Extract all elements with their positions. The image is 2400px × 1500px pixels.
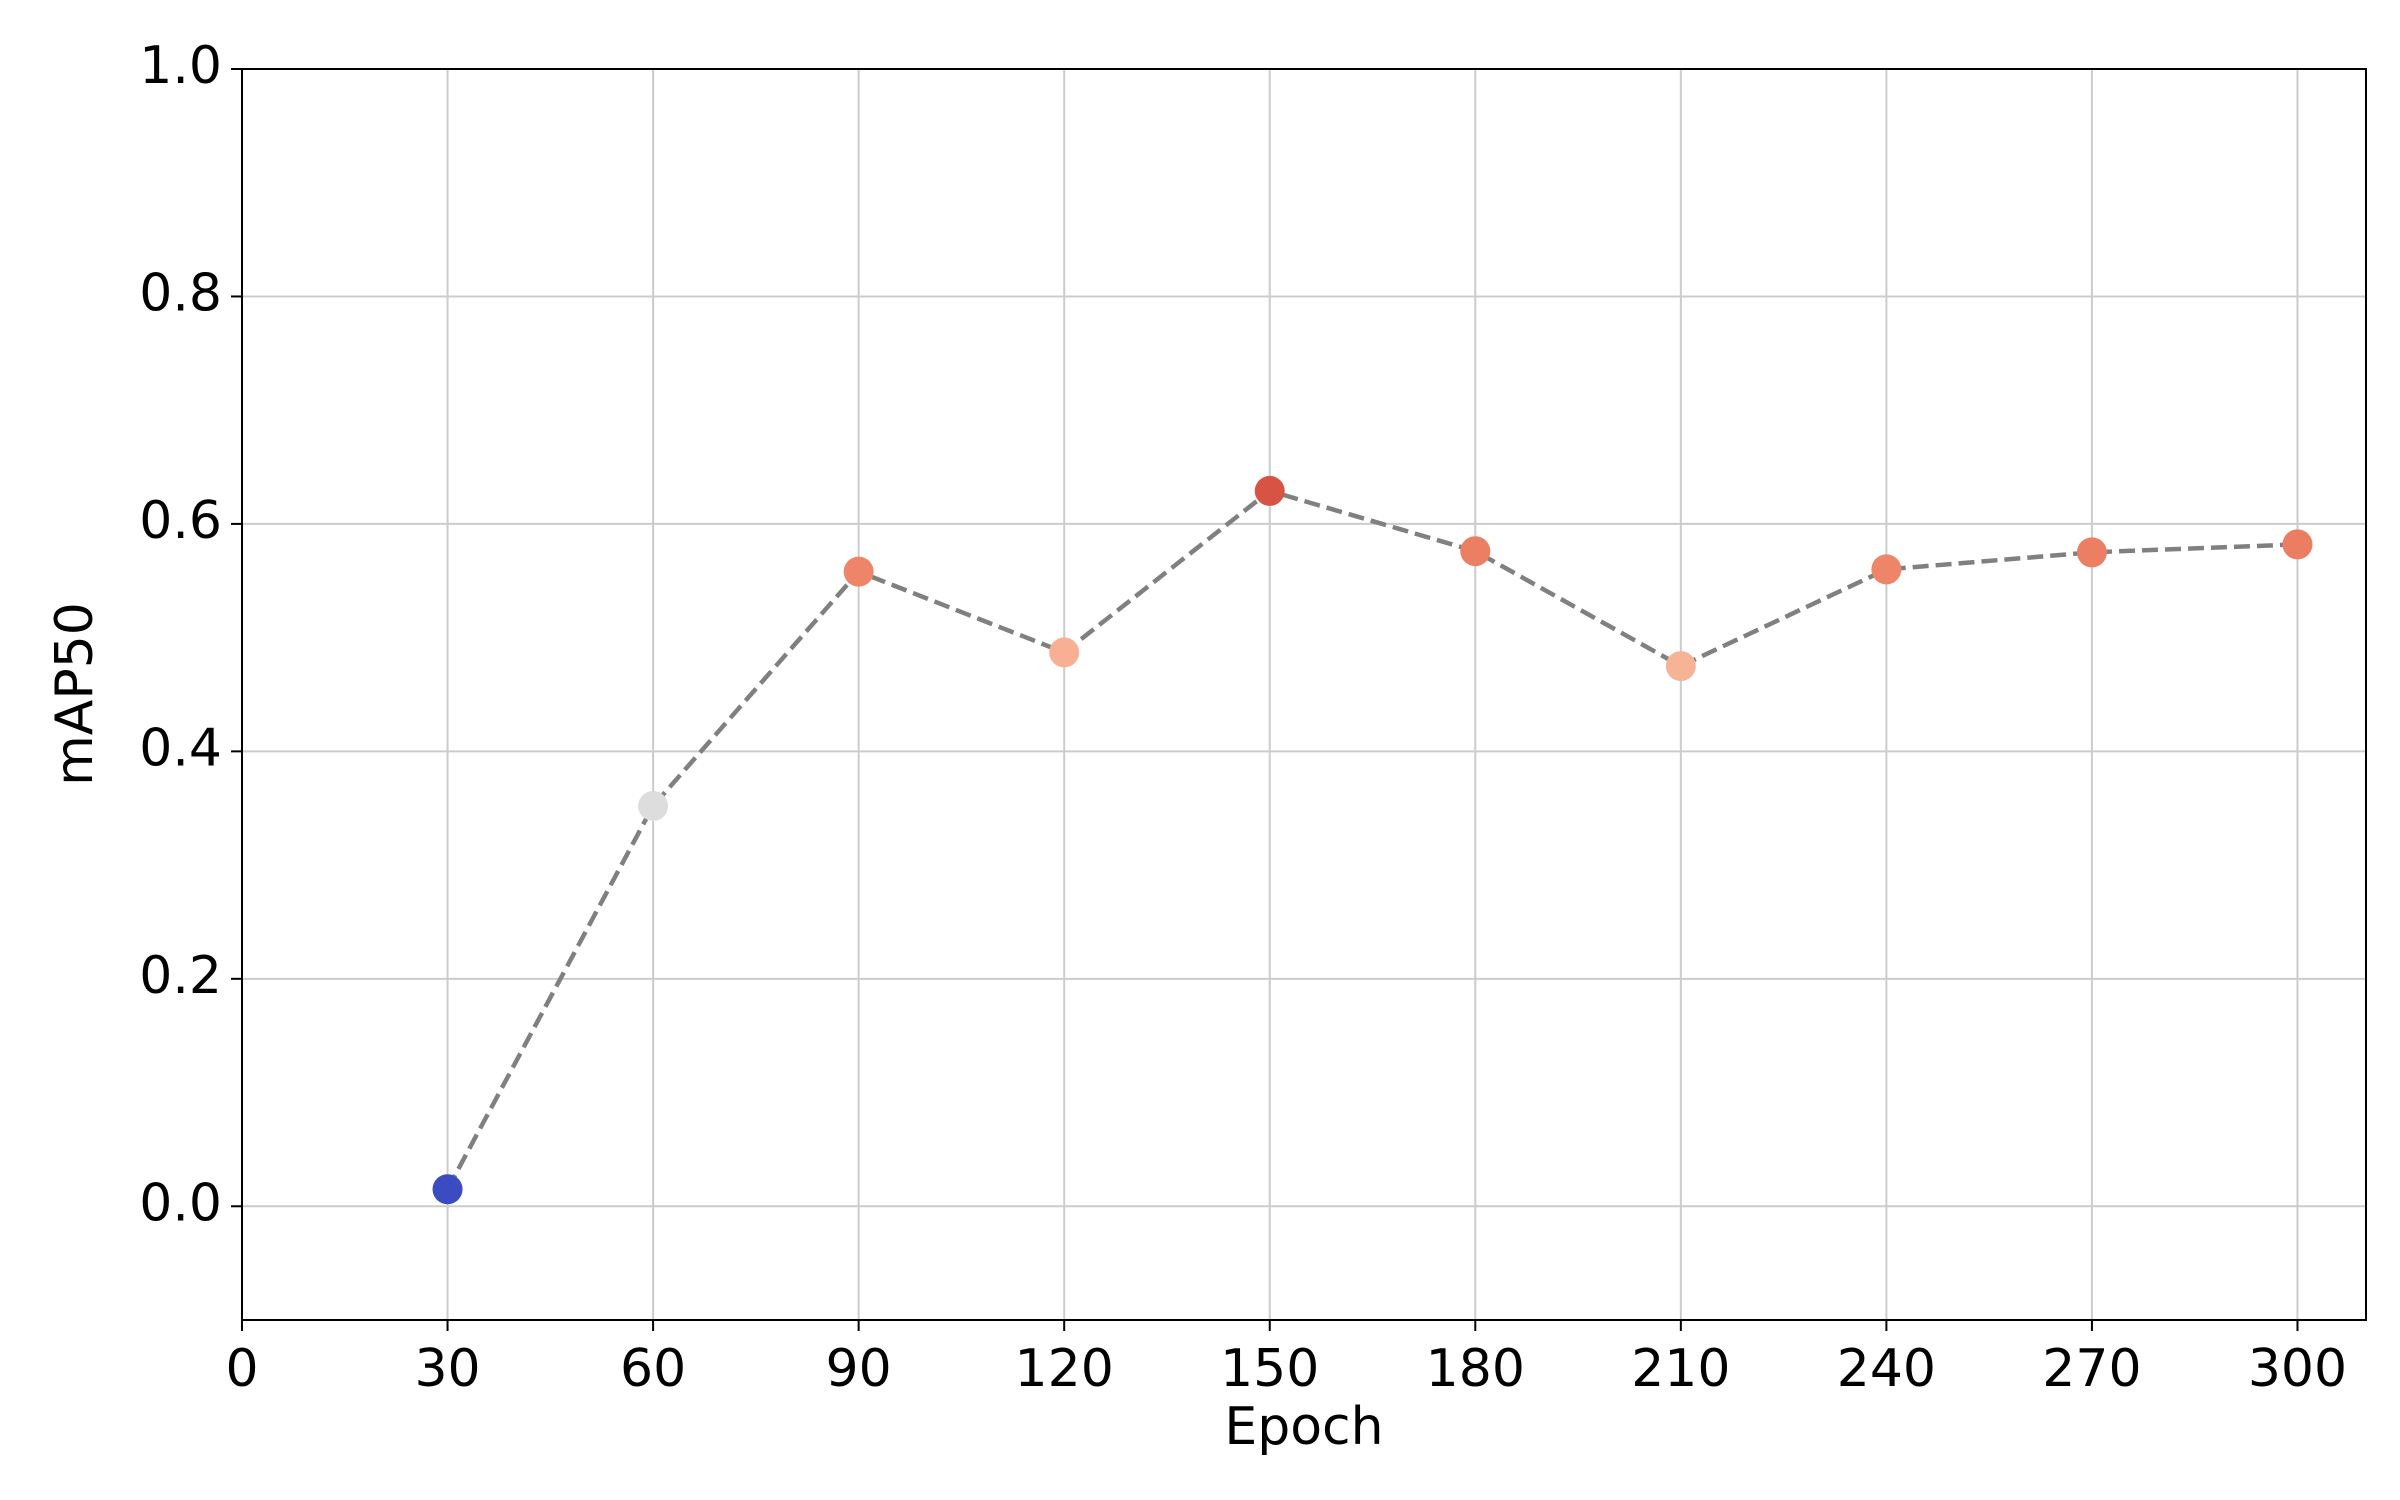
y-tick-label: 0.2 <box>139 946 222 1006</box>
data-point <box>1871 554 1902 585</box>
x-tick-label: 210 <box>1631 1339 1730 1399</box>
y-tick-label: 0.8 <box>139 263 222 323</box>
y-tick-label: 1.0 <box>139 36 222 96</box>
x-tick-label: 90 <box>826 1339 892 1399</box>
x-tick-label: 150 <box>1220 1339 1319 1399</box>
x-axis-label: Epoch <box>1224 1397 1383 1457</box>
x-tick-label: 30 <box>414 1339 480 1399</box>
data-point <box>638 790 669 821</box>
x-tick-label: 270 <box>2042 1339 2141 1399</box>
x-tick-label: 300 <box>2248 1339 2347 1399</box>
y-tick-label: 0.6 <box>139 491 222 551</box>
x-tick-label: 60 <box>620 1339 686 1399</box>
data-point <box>843 556 874 587</box>
data-point <box>1049 637 1080 668</box>
y-axis-label: mAP50 <box>45 602 105 786</box>
data-point <box>1460 536 1491 567</box>
x-tick-label: 120 <box>1015 1339 1114 1399</box>
data-point <box>2076 537 2107 568</box>
data-line <box>445 488 2298 1191</box>
data-point <box>1665 651 1696 682</box>
x-tick-label: 180 <box>1426 1339 1525 1399</box>
x-tick-label: 240 <box>1837 1339 1936 1399</box>
data-point <box>2282 529 2313 560</box>
x-tick-label: 0 <box>225 1339 258 1399</box>
data-point <box>1254 475 1285 506</box>
y-tick-label: 0.4 <box>139 718 222 778</box>
y-tick-label: 0.0 <box>139 1173 222 1233</box>
plot-frame <box>241 68 2367 1321</box>
data-point <box>432 1174 463 1205</box>
